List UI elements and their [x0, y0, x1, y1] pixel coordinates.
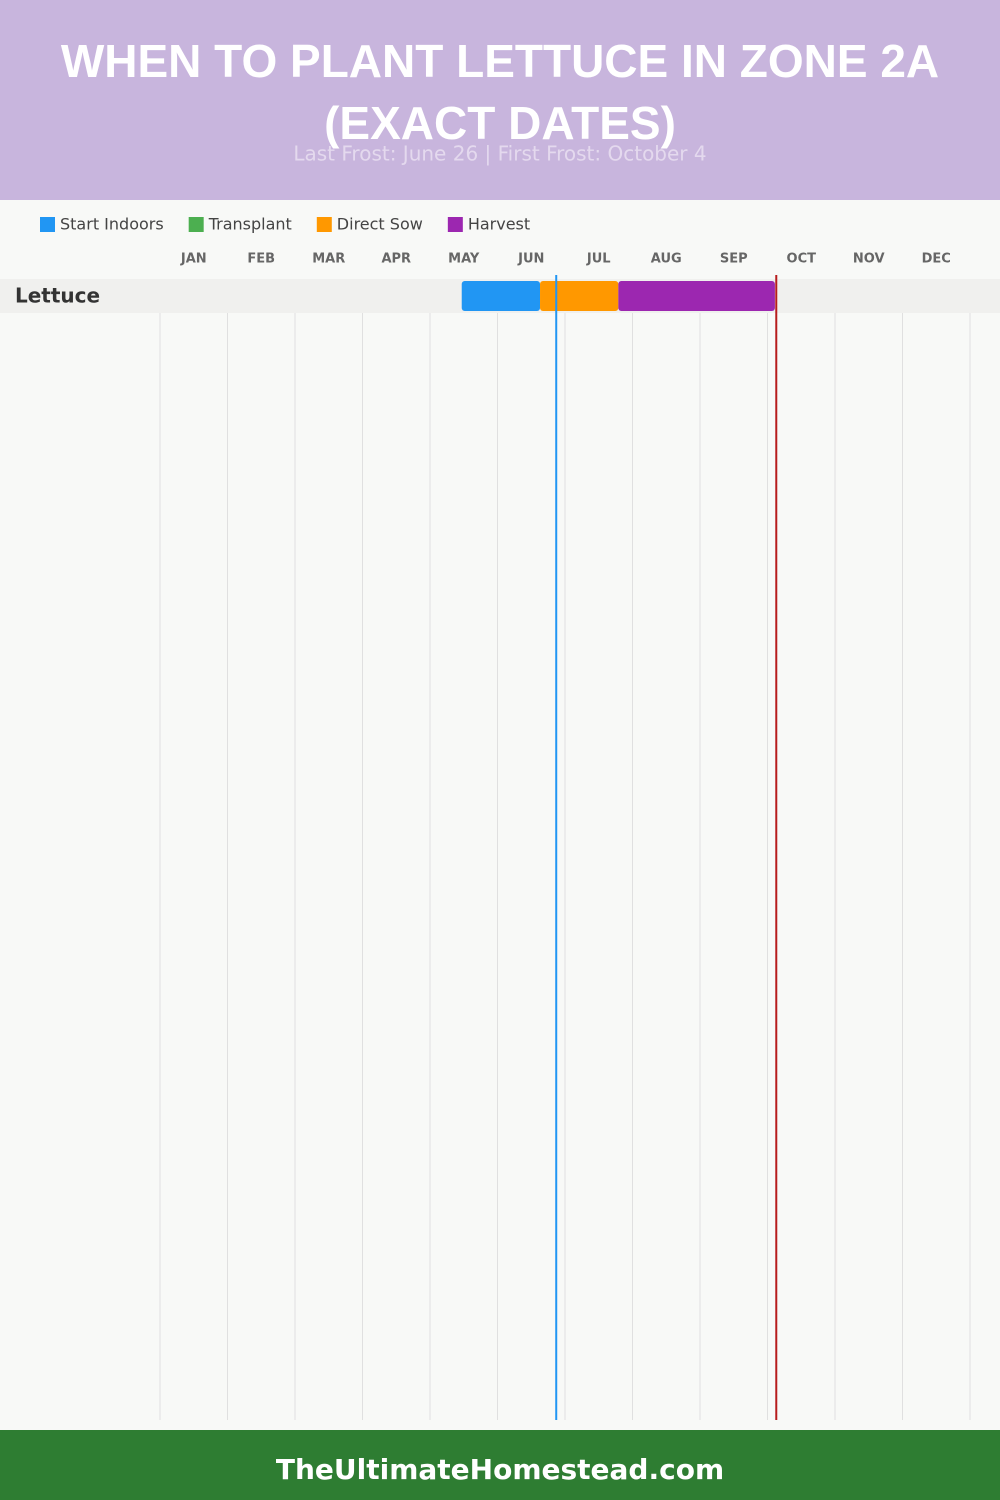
legend-swatch	[188, 217, 204, 232]
row-label: Lettuce	[15, 284, 100, 308]
chart-title: WHEN TO PLANT LETTUCE IN ZONE 2A (EXACT …	[60, 35, 940, 149]
month-label: MAY	[448, 252, 480, 267]
legend-swatch	[40, 217, 55, 232]
subtitle: Last Frost: June 26 | First Frost: Octob…	[293, 142, 706, 166]
month-label: JAN	[180, 252, 207, 267]
bar	[461, 281, 541, 311]
month-label: APR	[381, 252, 411, 267]
footer-text: TheUltimateHomestead.com	[276, 1453, 724, 1486]
legend-label: Start Indoors	[60, 215, 164, 234]
legend-swatch	[316, 217, 332, 232]
month-label: FEB	[247, 252, 275, 267]
bar	[618, 281, 775, 311]
bar	[540, 281, 619, 311]
legend-swatch	[447, 217, 463, 232]
legend-label: Harvest	[468, 215, 530, 234]
month-label: JUN	[517, 252, 544, 267]
month-label: OCT	[787, 252, 817, 267]
header	[0, 0, 1000, 200]
legend-label: Direct Sow	[337, 215, 423, 234]
month-label: MAR	[312, 252, 345, 267]
month-label: NOV	[853, 252, 885, 267]
footer	[0, 1430, 1000, 1500]
month-label: SEP	[720, 252, 748, 267]
month-label: AUG	[651, 252, 682, 267]
legend-label: Transplant	[208, 215, 292, 234]
month-label: JUL	[586, 252, 611, 267]
month-label: DEC	[922, 252, 951, 267]
